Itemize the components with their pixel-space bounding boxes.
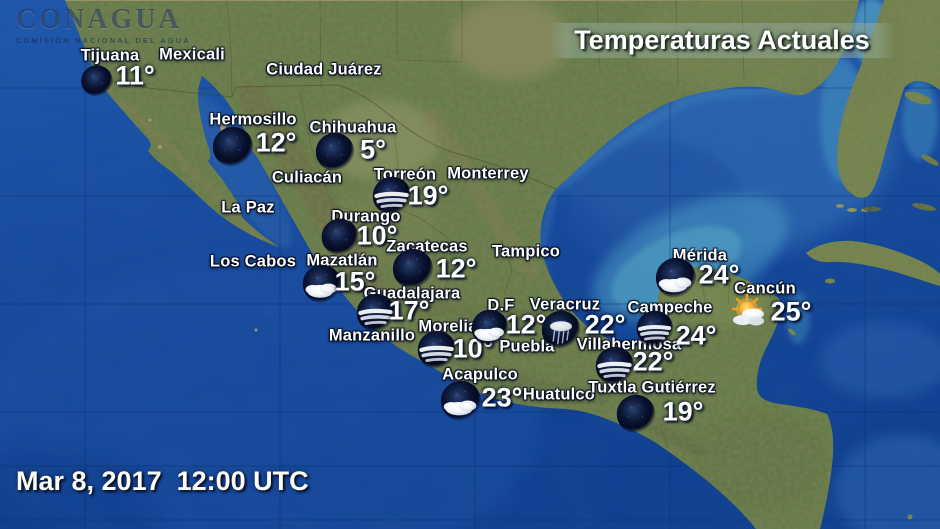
datetime-label: Mar 8, 2017 12:00 UTC [16,466,309,496]
city-temperature: 25° [770,296,812,327]
clear-night-icon [313,130,357,174]
city-label: Ciudad Juárez [266,60,382,79]
page-title: Temperaturas Actuales [574,25,870,55]
rain-night-icon [539,308,583,352]
city-label: D.F [487,296,515,315]
cirrus-night-icon [370,174,414,218]
cirrus-night-icon [634,308,676,350]
clear-night-icon [79,63,115,99]
partly-cloudy-night-icon [653,255,699,301]
city-label: Acapulco [442,365,518,384]
city-label: La Paz [221,198,275,217]
city-label: Manzanillo [328,326,416,345]
partly-cloudy-day-icon [726,292,774,340]
city-temperature: 12° [435,253,477,284]
city-label: Tuxtla Gutiérrez [588,378,716,397]
city-label: Huatulco [522,385,596,404]
clear-night-icon [614,392,658,436]
city-label: Culiacán [271,168,343,187]
city-temperature: 10° [356,220,398,251]
city-label: Morelia [418,317,478,336]
borders [96,0,745,449]
city-temperature: 17° [388,295,430,326]
clear-night-icon [210,124,256,170]
city-temperature: 15° [334,266,376,297]
city-temperature: 22° [632,346,674,377]
city-temperature: 19° [407,180,449,211]
city-label: Mexicali [159,45,225,64]
city-temperature: 22° [584,309,626,340]
city-label: Hermosillo [209,110,297,129]
conagua-wordmark: CONAGUA [16,4,182,35]
city-temperature: 24° [675,320,717,351]
partly-cloudy-night-icon [300,262,344,306]
city-label: Mérida [672,246,728,265]
clear-night-icon [390,246,436,292]
cirrus-night-icon [415,328,459,372]
cirrus-night-icon [354,291,398,335]
conagua-subtitle: COMISIÓN NACIONAL DEL AGUA [16,36,191,45]
city-temperature: 12° [505,309,547,340]
landmass [65,0,940,529]
city-label: Puebla [499,337,555,356]
cuba-island [806,240,940,286]
title-banner: Temperaturas Actuales [549,23,895,58]
florida-peninsula [837,0,940,198]
city-label: Veracruz [529,295,601,314]
city-label: Monterrey [447,164,529,183]
city-label: Tampico [491,242,561,261]
cirrus-night-icon [593,344,637,388]
city-label: Tijuana [80,46,140,65]
city-temperature: 5° [360,134,386,165]
city-label: Los Cabos [209,252,297,271]
city-temperature: 23° [481,382,523,413]
city-label: Chihuahua [309,118,397,137]
conagua-logo: CONAGUA COMISIÓN NACIONAL DEL AGUA [16,6,191,45]
city-label: Cancún [734,279,796,298]
city-temperature: 12° [255,127,297,158]
partly-cloudy-night-icon [438,378,484,424]
city-temperature: 19° [662,396,704,427]
partly-cloudy-night-icon [469,307,511,349]
clear-night-icon [319,216,361,258]
city-temperature: 11° [115,60,155,91]
city-temperature: 24° [698,259,740,290]
